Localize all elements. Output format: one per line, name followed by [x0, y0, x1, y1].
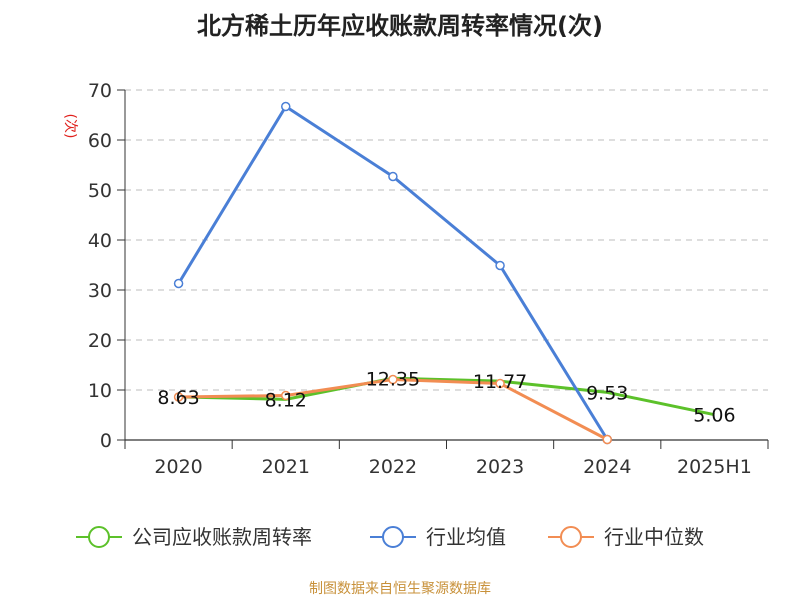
legend-label: 行业中位数 [604, 525, 704, 549]
legend-marker [88, 526, 110, 548]
y-tick-label: 30 [88, 280, 112, 302]
legend-item[interactable]: 行业中位数 [548, 525, 704, 549]
x-tick-label: 2024 [583, 456, 631, 478]
data-point [602, 434, 612, 445]
data-point [388, 171, 398, 182]
data-point [495, 378, 505, 389]
x-tick-label: 2023 [476, 456, 524, 478]
data-point [173, 278, 184, 289]
data-label: 12.35 [366, 368, 420, 390]
x-tick-label: 2021 [262, 456, 310, 478]
axes: 0 10 20 30 40 50 60 70 2020 2021 2022 2023 2024 2025H… [88, 80, 769, 478]
x-tick-label: 2020 [154, 456, 202, 478]
source-note: 制图数据来自恒生聚源数据库 [309, 581, 491, 597]
y-tick-label: 60 [88, 130, 112, 152]
data-point [173, 392, 184, 402]
y-tick-label: 0 [100, 430, 112, 452]
data-label: 8.12 [265, 389, 307, 411]
y-tick-label: 70 [88, 80, 112, 102]
y-tick-label: 10 [88, 380, 112, 402]
legend-marker [382, 526, 404, 548]
data-label: 8.63 [157, 387, 199, 409]
y-tick-label: 50 [88, 180, 112, 202]
series-line [178, 376, 715, 417]
legend-item[interactable]: 行业均值 [370, 525, 506, 549]
legend-label: 行业均值 [426, 525, 506, 549]
y-tick-label: 40 [88, 230, 112, 252]
data-label: 5.06 [693, 405, 735, 427]
grid [125, 89, 768, 391]
data-labels: 8.63 8.12 12.35 11.77 9.53 5.06 [157, 368, 735, 426]
data-point [281, 390, 291, 401]
data-point [281, 101, 291, 112]
series-lines [173, 101, 715, 445]
legend: 公司应收账款周转率 行业均值 行业中位数 [76, 525, 704, 549]
data-point [388, 374, 398, 385]
x-tick-label: 2022 [369, 456, 417, 478]
legend-marker [560, 526, 582, 548]
data-label: 9.53 [586, 382, 628, 404]
y-tick-label: 20 [88, 330, 112, 352]
data-point [495, 260, 505, 271]
x-tick-label: 2025H1 [677, 456, 752, 478]
chart-title: 北方稀土历年应收账款周转率情况(次) [197, 12, 603, 40]
y-axis-label: (次) [62, 114, 78, 139]
legend-item[interactable]: 公司应收账款周转率 [76, 525, 312, 549]
legend-label: 公司应收账款周转率 [132, 525, 312, 549]
data-label: 11.77 [473, 371, 527, 393]
